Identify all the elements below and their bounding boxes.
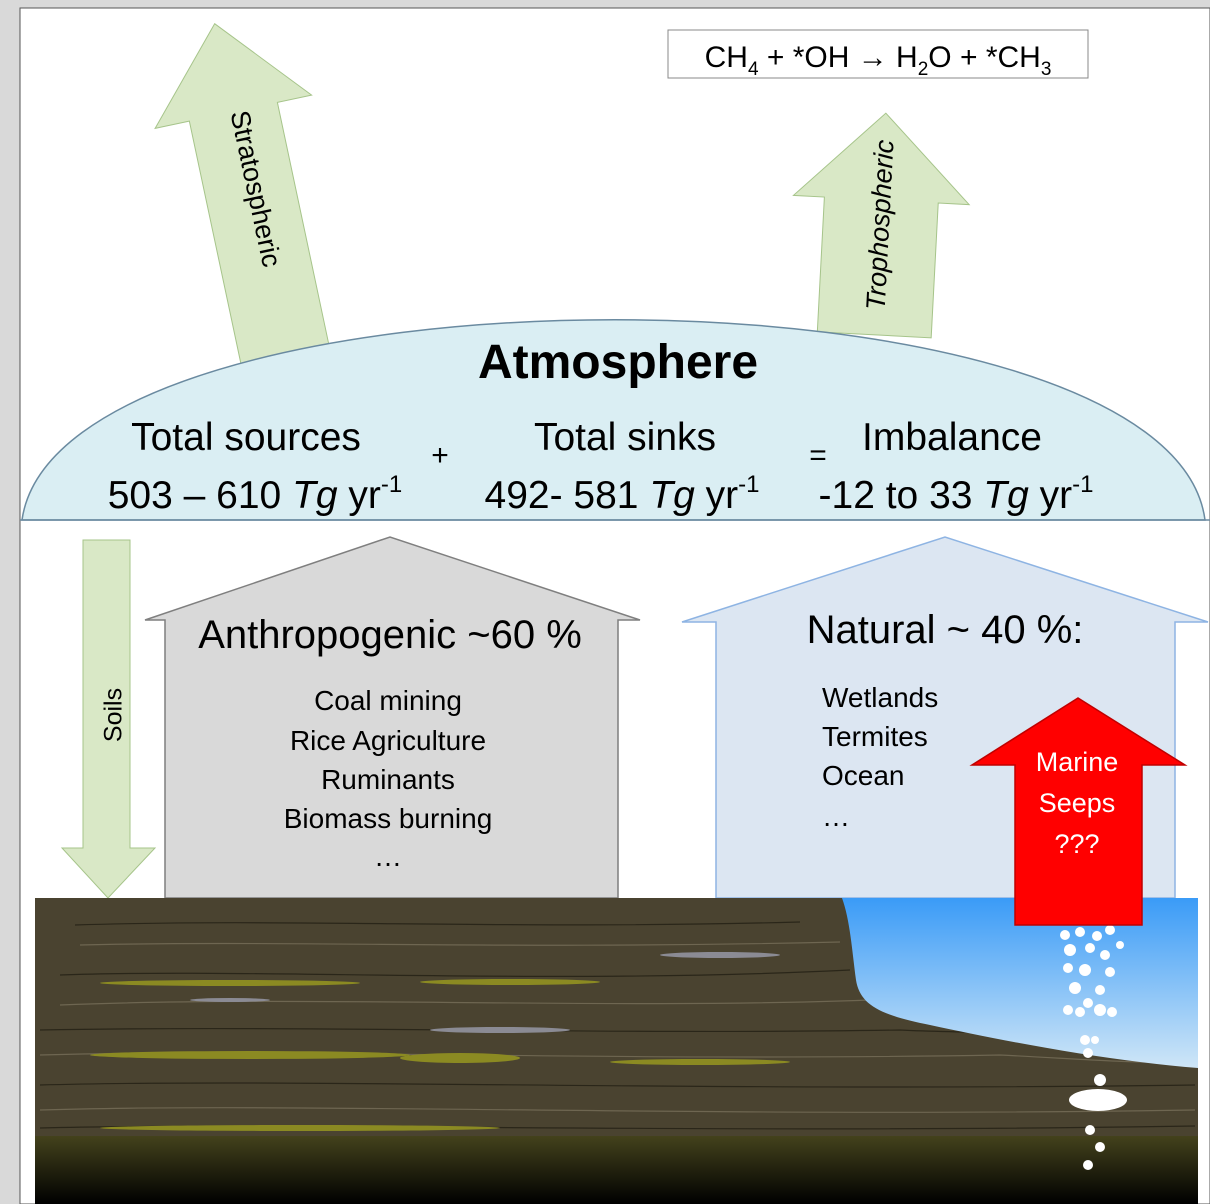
natural-list: Wetlands Termites Ocean … <box>822 682 938 832</box>
deep-layer <box>35 1136 1198 1204</box>
grey-lenses <box>190 952 780 1033</box>
atmosphere-dome <box>21 319 1206 521</box>
plus: + <box>431 439 449 472</box>
budget: Total sources 503 – 610 Tg yr-1 + Total … <box>108 416 1094 517</box>
stratospheric-arrow: Stratospheric <box>154 22 330 367</box>
list-item: Ruminants <box>321 764 455 795</box>
soils-arrow <box>60 539 157 899</box>
marine-line: ??? <box>1054 829 1099 859</box>
bubbles <box>1060 925 1127 1170</box>
equation-box <box>667 29 1089 79</box>
natural-title: Natural ~ 40 %: <box>807 608 1084 652</box>
equation: CH4 + *OH → H2O + *CH3 <box>705 41 1052 80</box>
ocean <box>842 898 1198 1068</box>
soils-label: Soils <box>100 688 128 742</box>
list-item: Rice Agriculture <box>290 725 486 756</box>
equals: = <box>809 439 827 472</box>
sources-value: 503 – 610 Tg yr-1 <box>108 471 403 517</box>
anthropogenic-list: Coal mining Rice Agriculture Ruminants B… <box>284 685 493 872</box>
sinks-label: Total sinks <box>534 416 716 459</box>
sinks-value: 492- 581 Tg yr-1 <box>485 471 760 517</box>
list-item: Ocean <box>822 760 905 791</box>
marine-seeps-arrow <box>969 697 1188 926</box>
list-item: … <box>374 841 402 872</box>
marine-line: Marine <box>1036 747 1119 777</box>
sources-label: Total sources <box>131 416 361 459</box>
list-item: Termites <box>822 721 928 752</box>
lenses <box>90 979 790 1131</box>
atmosphere-title: Atmosphere <box>478 336 758 389</box>
marine-label: Marine Seeps ??? <box>1036 747 1119 859</box>
list-item: Coal mining <box>314 685 462 716</box>
marine-line: Seeps <box>1039 788 1116 818</box>
list-item: Wetlands <box>822 682 938 713</box>
imbalance-value: -12 to 33 Tg yr-1 <box>819 471 1094 517</box>
list-item: … <box>822 801 850 832</box>
anthropogenic-title: Anthropogenic ~60 % <box>198 613 582 657</box>
list-item: Biomass burning <box>284 803 493 834</box>
trophospheric-arrow: Trophospheric <box>792 112 971 339</box>
imbalance-label: Imbalance <box>862 416 1042 459</box>
anthropogenic-house <box>144 536 641 899</box>
